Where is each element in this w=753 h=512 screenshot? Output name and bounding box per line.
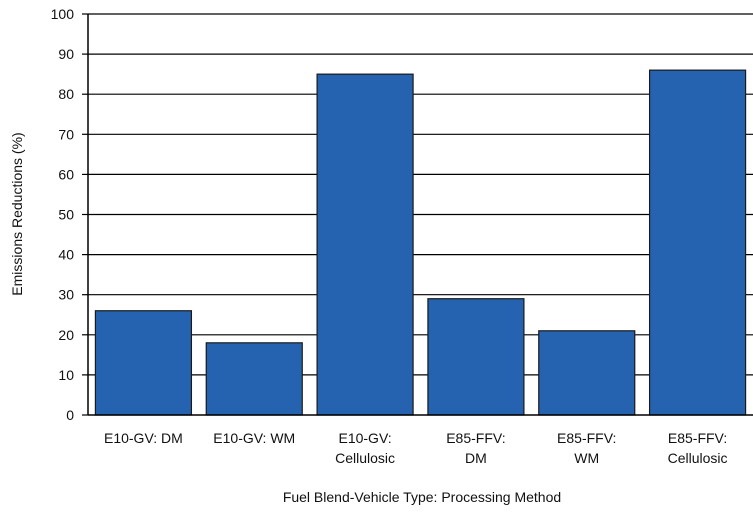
x-category-label-line: E10-GV: WM <box>213 430 295 446</box>
y-tick-labels: 0 10 20 30 40 50 60 70 80 90 100 <box>51 6 75 423</box>
y-tick-label-90: 90 <box>58 46 74 62</box>
y-tick-label-50: 50 <box>58 207 74 223</box>
bar-1 <box>94 310 193 416</box>
x-category-label-5: E85-FFV: WM <box>557 430 616 466</box>
y-tick-label-20: 20 <box>58 327 74 343</box>
x-category-label-line: WM <box>574 450 599 466</box>
bar-5 <box>538 330 636 416</box>
x-category-label-line: E85-FFV: <box>446 430 505 446</box>
y-axis-title: Emissions Reductions (%) <box>9 132 25 295</box>
y-tick-label-40: 40 <box>58 247 74 263</box>
y-tick-label-70: 70 <box>58 126 74 142</box>
x-category-label-line: E10-GV: <box>338 430 391 446</box>
x-category-label-line: E85-FFV: <box>668 430 727 446</box>
y-tick-label-0: 0 <box>66 407 74 423</box>
bar-2 <box>205 342 303 416</box>
x-category-label-line: Cellulosic <box>335 450 395 466</box>
bar-4 <box>427 298 525 416</box>
y-tick-label-60: 60 <box>58 166 74 182</box>
x-category-label-4: E85-FFV: DM <box>446 430 505 466</box>
bar-6 <box>648 69 747 416</box>
axes <box>82 13 753 416</box>
x-category-label-6: E85-FFV: Cellulosic <box>668 430 728 466</box>
x-category-labels: E10-GV: DM E10-GV: WM E10-GV: CellulosicE85… <box>104 430 728 466</box>
x-category-label-3: E10-GV: Cellulosic <box>335 430 395 466</box>
bar-3 <box>316 73 414 416</box>
x-category-label-line: E85-FFV: <box>557 430 616 446</box>
gridlines <box>88 13 753 376</box>
y-tick-label-80: 80 <box>58 86 74 102</box>
y-tick-label-100: 100 <box>51 6 75 22</box>
x-category-label-line: Cellulosic <box>668 450 728 466</box>
y-tick-label-30: 30 <box>58 287 74 303</box>
y-tick-label-10: 10 <box>58 367 74 383</box>
x-axis-title: Fuel Blend-Vehicle Type: Processing Meth… <box>283 489 561 505</box>
bars <box>94 69 747 416</box>
x-category-label-2: E10-GV: WM <box>213 430 295 446</box>
x-category-label-line: DM <box>465 450 487 466</box>
x-category-label-line: E10-GV: DM <box>104 430 183 446</box>
x-category-label-1: E10-GV: DM <box>104 430 183 446</box>
